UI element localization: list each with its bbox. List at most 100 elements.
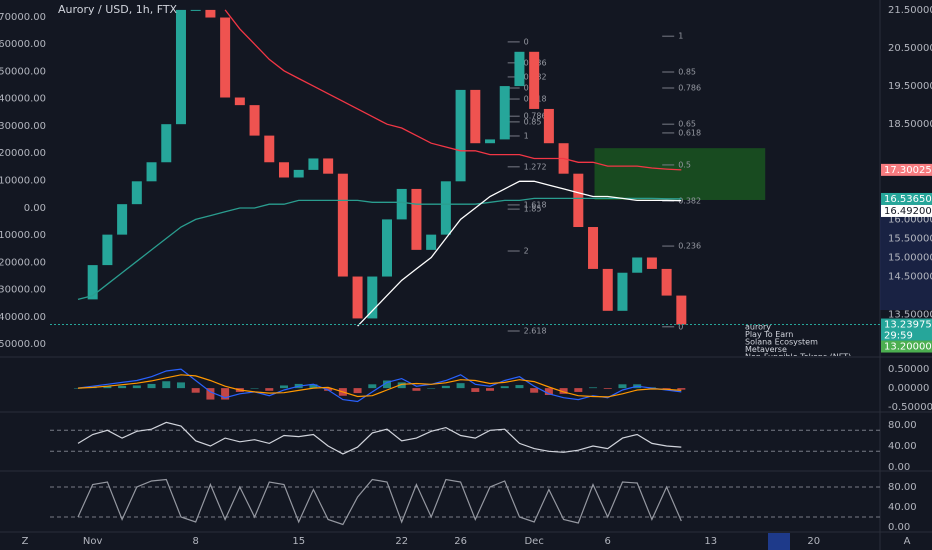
histogram-bar [176, 382, 185, 389]
fib-label: 0.5 [678, 160, 691, 169]
axes: Nov 8 15 22 26 Dec 6 13 2070000.0060000.0050000.… [0, 5, 932, 547]
candle [646, 257, 657, 269]
histogram-bar [662, 388, 671, 389]
histogram-bar [618, 384, 627, 389]
fib-label: 1 [678, 32, 683, 41]
y-tick-label: -40000.00 [0, 312, 46, 323]
candle [352, 276, 363, 319]
y-tick-label: -10000.00 [0, 230, 46, 241]
fib-label: 1.618 [524, 200, 547, 209]
indicator-line [77, 374, 682, 398]
histogram-bar [427, 388, 436, 389]
y-tick-label: 21.50000 [888, 5, 932, 16]
candle [102, 234, 113, 266]
candle [470, 89, 481, 144]
price-label-box [881, 163, 932, 176]
candle [573, 173, 584, 228]
y-tick-label: 80.00 [888, 482, 917, 493]
candle [249, 105, 260, 136]
range-highlight [768, 533, 790, 550]
fib-label: 1 [524, 131, 529, 140]
candle [205, 9, 216, 18]
histogram-bar [147, 383, 156, 389]
histogram-bar [574, 388, 583, 392]
histogram-bar [544, 388, 553, 395]
x-tick-label: 13 [704, 536, 717, 547]
y-tick-label: 10000.00 [0, 175, 46, 186]
moving-average [77, 197, 682, 301]
control-button[interactable]: A [904, 536, 911, 547]
y-tick-label: 60000.00 [0, 39, 46, 50]
histogram-bar [250, 388, 259, 389]
y-tick-label: 15.00000 [888, 252, 932, 263]
candle [146, 162, 157, 182]
histogram-bar [677, 388, 686, 390]
candle [117, 204, 128, 235]
histogram-bar [221, 388, 230, 400]
histogram-bar [309, 384, 318, 389]
candle [529, 51, 540, 109]
y-tick-label: 70000.00 [0, 12, 46, 23]
control-button[interactable]: Z [22, 536, 29, 547]
y-tick-label: 20000.00 [0, 148, 46, 159]
histogram-bar [118, 385, 127, 389]
x-tick-label: 26 [454, 536, 467, 547]
histogram-bar [515, 385, 524, 389]
histogram-bar [265, 388, 274, 391]
indicator-line [77, 421, 682, 455]
candle [588, 227, 599, 269]
candle [175, 9, 186, 125]
y-tick-label: 30000.00 [0, 121, 46, 132]
y-tick-label: 19.50000 [888, 81, 932, 92]
histogram-bar [73, 388, 82, 389]
fib-label: 2.618 [524, 327, 547, 336]
candle [382, 219, 393, 277]
candle [543, 108, 554, 144]
candle [308, 158, 319, 170]
price-label-box [881, 318, 932, 341]
histogram-bar [530, 388, 539, 393]
y-tick-label: 16.00000 [888, 214, 932, 225]
candle [440, 181, 451, 235]
fib-label: 0.786 [678, 83, 701, 92]
histogram-bar [368, 384, 377, 389]
price-label: 17.30025 [884, 165, 932, 176]
histogram-bar [500, 386, 509, 389]
moving-average [357, 180, 682, 327]
watchlist-item: aurory [745, 323, 771, 332]
countdown: 29:59 [884, 331, 913, 342]
candle [676, 295, 687, 325]
fib-label: 1.272 [524, 162, 547, 171]
indicator-line [77, 368, 682, 403]
y-tick-label: -30000.00 [0, 285, 46, 296]
candle [161, 124, 172, 163]
y-tick-label: 14.50000 [888, 272, 932, 283]
price-label-box [881, 340, 932, 353]
x-tick-label: 22 [395, 536, 408, 547]
watchlist-item: Non-Fungible Tokens (NFT) [745, 353, 851, 362]
y-tick-label: 80.00 [888, 420, 917, 431]
fib-label: 0 [678, 322, 683, 331]
candle [278, 162, 289, 178]
y-tick-label: 40.00 [888, 502, 917, 513]
price-label-box [881, 204, 932, 217]
histogram-bar [486, 388, 495, 391]
candle [396, 188, 407, 220]
candle [190, 9, 201, 11]
y-tick-label: 40000.00 [0, 94, 46, 105]
candle [337, 173, 348, 277]
price-label: 16.53650 [884, 194, 932, 205]
fib-label: 0.85 [678, 67, 696, 76]
y-tick-label: 0.00 [888, 462, 910, 473]
candle [455, 89, 466, 182]
fib-label: 0.618 [678, 128, 701, 137]
histogram-bar [206, 388, 215, 400]
y-tick-label: 15.50000 [888, 233, 932, 244]
candle [426, 234, 437, 250]
target-zone [594, 148, 766, 200]
candle [485, 139, 496, 144]
histogram-bar [353, 388, 362, 394]
histogram-bar [589, 387, 598, 389]
y-tick-label: 0.50000 [888, 364, 929, 375]
